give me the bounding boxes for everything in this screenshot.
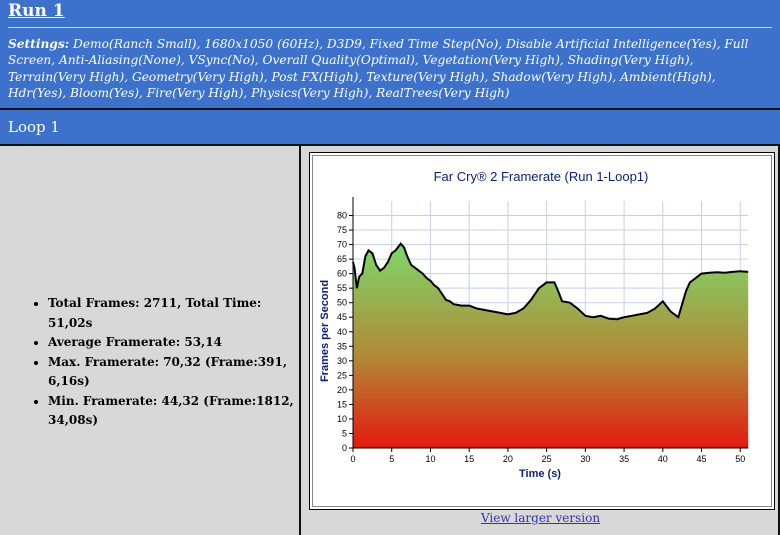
y-tick-label: 15 [337,399,347,409]
settings-label: Settings: [8,37,70,51]
stat-min-framerate: Min. Framerate: 44,32 (Frame:1812, 34,08… [48,392,299,431]
framerate-area [353,243,749,448]
y-tick-label: 55 [337,283,347,293]
loop-divider [0,144,780,146]
view-larger-link[interactable]: View larger version [480,511,601,525]
framerate-chart: 0 5 10 15 20 25 30 35 40 45 50 55 60 65 70 75 80 0 5 10 15 20… [319,169,749,480]
chart-title: Far Cry® 2 Framerate (Run 1-Loop1) [434,169,649,184]
y-tick-label: 70 [337,240,347,250]
x-tick-label: 40 [658,454,668,464]
stat-average-framerate: Average Framerate: 53,14 [48,333,299,353]
x-tick-label: 25 [542,454,552,464]
stats-list: Total Frames: 2711, Total Time: 51,02s A… [14,294,299,431]
y-tick-label: 25 [337,370,347,380]
x-axis-label: Time (s) [519,468,561,480]
y-tick-label: 40 [337,327,347,337]
y-axis-label: Frames per Second [319,280,331,382]
x-tick-label: 15 [464,454,474,464]
stat-max-framerate: Max. Framerate: 70,32 (Frame:391, 6,16s) [48,353,299,392]
settings-text: Settings: Demo(Ranch Small), 1680x1050 (… [8,36,770,101]
chart-pane: 0 5 10 15 20 25 30 35 40 45 50 55 60 65 70 75 80 0 5 10 15 20… [301,146,780,535]
y-tick-label: 35 [337,341,347,351]
pane-divider [299,146,301,535]
run-title[interactable]: Run 1 [8,1,65,21]
run-header: Run 1 Settings: Demo(Ranch Small), 1680x… [0,0,780,108]
run-divider [8,27,772,28]
chart-axes: 0 5 10 15 20 25 30 35 40 45 50 55 60 65 70 75 80 0 5 10 15 20… [337,197,748,464]
x-tick-label: 0 [350,454,355,464]
chart-frame: 0 5 10 15 20 25 30 35 40 45 50 55 60 65 70 75 80 0 5 10 15 20… [309,152,775,510]
y-tick-label: 45 [337,312,347,322]
right-edge [778,146,780,535]
y-tick-label: 20 [337,385,347,395]
y-tick-label: 80 [337,211,347,221]
x-tick-label: 35 [619,454,629,464]
y-tick-label: 50 [337,298,347,308]
x-tick-label: 50 [735,454,745,464]
x-tick-label: 5 [389,454,394,464]
stats-pane: Total Frames: 2711, Total Time: 51,02s A… [0,146,299,535]
settings-values: Demo(Ranch Small), 1680x1050 (60Hz), D3D… [8,37,749,100]
stat-total-frames: Total Frames: 2711, Total Time: 51,02s [48,294,299,333]
x-tick-label: 45 [697,454,707,464]
y-tick-label: 60 [337,269,347,279]
header-divider [0,108,780,110]
x-tick-label: 30 [580,454,590,464]
y-tick-label: 75 [337,225,347,235]
y-tick-label: 5 [342,428,347,438]
loop-bar: Loop 1 [0,110,780,144]
y-tick-label: 0 [342,443,347,453]
x-tick-label: 10 [425,454,435,464]
y-tick-label: 10 [337,414,347,424]
y-tick-label: 65 [337,254,347,264]
y-tick-label: 30 [337,356,347,366]
framerate-line [352,242,749,321]
x-tick-label: 20 [503,454,513,464]
loop-title: Loop 1 [8,118,60,136]
